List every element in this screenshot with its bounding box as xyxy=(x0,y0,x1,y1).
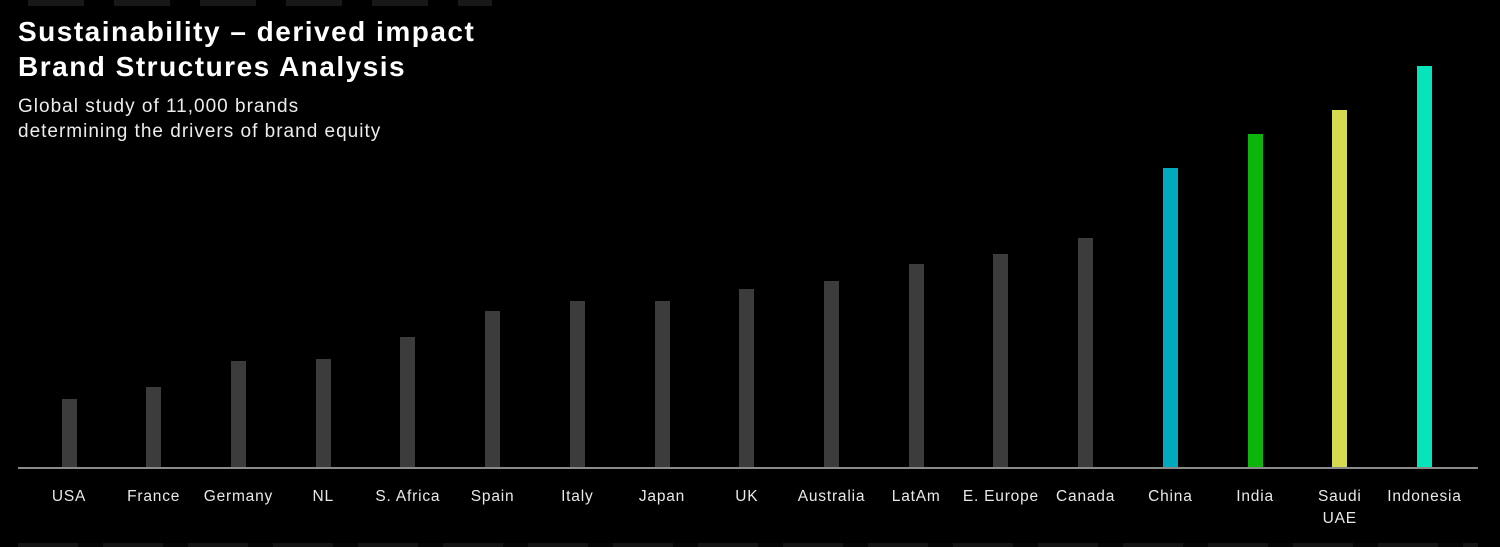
x-tick-label-italy: Italy xyxy=(561,488,594,505)
x-tick-label-spain: Spain xyxy=(470,488,515,505)
top-edge-artifact xyxy=(28,0,492,6)
chart-header: Sustainability – derived impact Brand St… xyxy=(18,14,475,144)
bar-india xyxy=(1247,134,1263,467)
x-axis-line xyxy=(18,467,1478,469)
x-tick-label-nl: NL xyxy=(312,488,334,505)
bar-s-africa xyxy=(400,337,416,467)
chart-title-line-1: Sustainability – derived impact xyxy=(18,16,476,47)
bar-japan xyxy=(654,301,670,467)
x-tick-label-s-africa: S. Africa xyxy=(375,488,441,505)
bar-italy xyxy=(569,301,585,467)
bar-australia xyxy=(824,281,839,467)
x-tick-label-e-europe: E. Europe xyxy=(962,488,1039,505)
chart-subtitle-line-1: Global study of 11,000 brands xyxy=(18,96,300,117)
bar-indonesia xyxy=(1417,66,1432,467)
bar-nl xyxy=(315,359,331,467)
chart-subtitle-line-2: determining the drivers of brand equity xyxy=(18,121,382,142)
x-tick-label-india: India xyxy=(1236,488,1274,505)
x-tick-label-latam: LatAm xyxy=(891,488,941,505)
bar-canada xyxy=(1078,238,1094,467)
bar-france xyxy=(146,387,162,467)
x-tick-label-france: France xyxy=(127,488,181,505)
x-tick-label-indonesia: Indonesia xyxy=(1387,488,1462,505)
bar-spain xyxy=(485,311,501,467)
bar-uk xyxy=(739,289,755,467)
bar-usa xyxy=(61,399,77,467)
x-tick-label-germany: Germany xyxy=(203,488,274,505)
x-tick-label-saudi-uae: Saudi UAE xyxy=(1317,488,1362,527)
x-tick-label-uk: UK xyxy=(735,488,759,505)
bar-e-europe xyxy=(993,254,1009,467)
x-tick-label-canada: Canada xyxy=(1056,488,1116,505)
x-tick-label-usa: USA xyxy=(51,488,87,505)
x-tick-label-china: China xyxy=(1148,488,1193,505)
x-tick-label-australia: Australia xyxy=(797,488,866,505)
chart-subtitle: Global study of 11,000 brands determinin… xyxy=(18,94,475,144)
chart-title-line-2: Brand Structures Analysis xyxy=(18,51,407,82)
x-tick-label-japan: Japan xyxy=(638,488,686,505)
bottom-edge-artifact xyxy=(18,543,1478,547)
bar-latam xyxy=(908,264,924,467)
bar-germany xyxy=(230,361,246,467)
bar-china xyxy=(1162,168,1178,467)
bar-saudi-uae xyxy=(1332,110,1348,467)
